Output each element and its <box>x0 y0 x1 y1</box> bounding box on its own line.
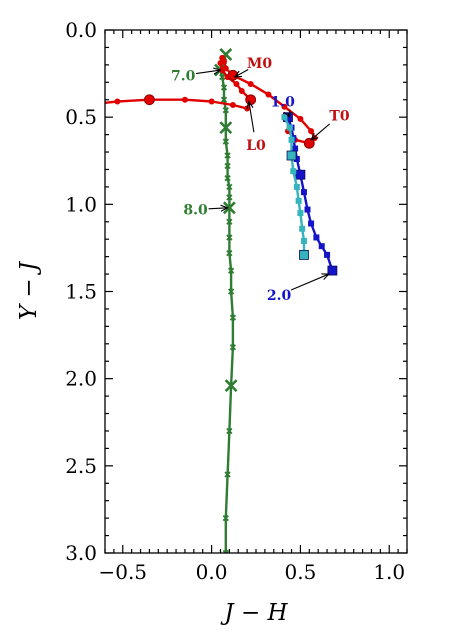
data-point-0-13 <box>226 183 233 191</box>
data-point-0-16 <box>226 218 233 225</box>
y-tick-label: 0.5 <box>65 105 97 129</box>
data-point-1-4 <box>208 98 215 105</box>
data-point-1-20 <box>297 115 304 122</box>
annotation-arrow-2 <box>235 69 249 77</box>
data-point-1-0 <box>99 101 104 106</box>
data-point-3-3 <box>286 150 297 161</box>
data-point-2-10 <box>318 243 325 250</box>
data-point-0-20 <box>227 288 235 295</box>
data-point-3-6 <box>295 197 302 204</box>
data-point-3-9 <box>300 237 307 244</box>
y-tick-label: 2.5 <box>65 454 97 478</box>
data-point-1-21 <box>308 128 315 135</box>
annotation-label-2: M0 <box>247 56 272 72</box>
annotation-label-0: 7.0 <box>171 68 196 84</box>
data-point-3-4 <box>290 168 297 175</box>
data-point-3-1 <box>286 124 293 131</box>
data-point-3-10 <box>299 249 309 260</box>
data-point-0-21 <box>229 314 237 321</box>
data-point-0-10 <box>224 152 231 159</box>
annotation-arrow-3 <box>249 101 255 133</box>
data-point-1-18 <box>265 91 272 98</box>
y-tick-label: 1.5 <box>65 280 97 304</box>
data-point-2-12 <box>327 265 338 276</box>
data-point-0-5 <box>220 84 228 91</box>
annotation-arrow-0 <box>195 70 220 73</box>
data-point-2-6 <box>300 189 307 196</box>
tick-labels: −0.5 0.0 0.5 1.0 0.0 0.5 1.0 1.5 2.0 2.5 3.0 <box>65 18 405 584</box>
data-point-1-14 <box>221 58 228 65</box>
data-point-1-8 <box>238 88 245 95</box>
data-point-0-18 <box>226 250 233 257</box>
data-point-3-0 <box>281 114 288 121</box>
data-point-0-14 <box>226 194 233 201</box>
y-tick-label: 0.0 <box>65 18 97 42</box>
data-point-0-25 <box>224 471 231 478</box>
data-point-0-9 <box>222 138 229 145</box>
data-point-1-5 <box>229 101 236 108</box>
annotation-arrow-4 <box>311 123 330 140</box>
data-point-2-11 <box>324 251 331 258</box>
data-point-1-9 <box>233 81 240 88</box>
x-axis-title: J − H <box>220 600 288 626</box>
data-point-2-7 <box>304 206 311 213</box>
annotation-arrow-1 <box>208 208 228 209</box>
data-point-0-17 <box>226 234 233 241</box>
data-point-0-19 <box>227 267 235 274</box>
y-tick-label: 3.0 <box>65 541 97 565</box>
annotation-label-6: 2.0 <box>267 288 292 304</box>
data-point-1-2 <box>144 94 155 106</box>
annotation-label-5: 1.0 <box>270 94 295 110</box>
data-point-1-23 <box>303 137 315 149</box>
data-point-0-4 <box>219 73 226 81</box>
data-point-0-8 <box>219 121 233 135</box>
data-point-1-6 <box>244 105 251 112</box>
data-point-0-24 <box>226 427 233 435</box>
annotation-label-1: 8.0 <box>183 203 208 219</box>
data-point-1-19 <box>281 103 288 110</box>
y-tick-label: 1.0 <box>65 192 97 216</box>
data-point-3-2 <box>288 136 295 143</box>
plot-frame <box>104 29 408 554</box>
annotation-label-3: L0 <box>246 138 266 154</box>
data-point-3-5 <box>293 183 300 190</box>
data-point-0-12 <box>224 175 231 182</box>
data-point-2-9 <box>313 234 320 241</box>
annotation-layer: 7.0 8.0 M0 L0 T0 1.0 2.0 <box>171 56 350 304</box>
data-point-1-17 <box>247 81 254 88</box>
data-point-0-23 <box>224 379 238 393</box>
data-point-0-6 <box>220 96 228 103</box>
annotation-arrow-5 <box>288 113 290 117</box>
data-point-1-1 <box>114 98 121 105</box>
data-point-3-7 <box>297 210 304 217</box>
annotation-arrow-6 <box>290 274 329 291</box>
x-tick-label: −0.5 <box>98 560 147 584</box>
data-point-2-8 <box>308 220 315 227</box>
data-point-0-26 <box>222 514 229 522</box>
data-point-0-11 <box>224 162 231 170</box>
x-tick-label: 1.0 <box>373 560 405 584</box>
data-point-2-3 <box>292 145 299 152</box>
y-axis-title: Y − J <box>16 260 42 320</box>
data-point-0-7 <box>222 107 229 114</box>
series-layer <box>99 47 338 553</box>
data-point-0-22 <box>229 344 237 351</box>
series-line-0 <box>219 54 235 553</box>
x-tick-label: 0.5 <box>285 560 317 584</box>
data-point-2-5 <box>295 169 306 180</box>
y-tick-label: 2.0 <box>65 367 97 391</box>
data-point-1-3 <box>181 96 188 103</box>
axis-ticks <box>104 29 408 554</box>
annotation-label-4: T0 <box>329 108 349 124</box>
data-point-0-27 <box>222 549 229 553</box>
data-point-1-15 <box>222 65 229 72</box>
x-tick-label: 0.0 <box>196 560 228 584</box>
data-point-3-8 <box>299 225 306 232</box>
data-point-1-16 <box>227 69 239 81</box>
data-point-1-7 <box>245 94 257 106</box>
